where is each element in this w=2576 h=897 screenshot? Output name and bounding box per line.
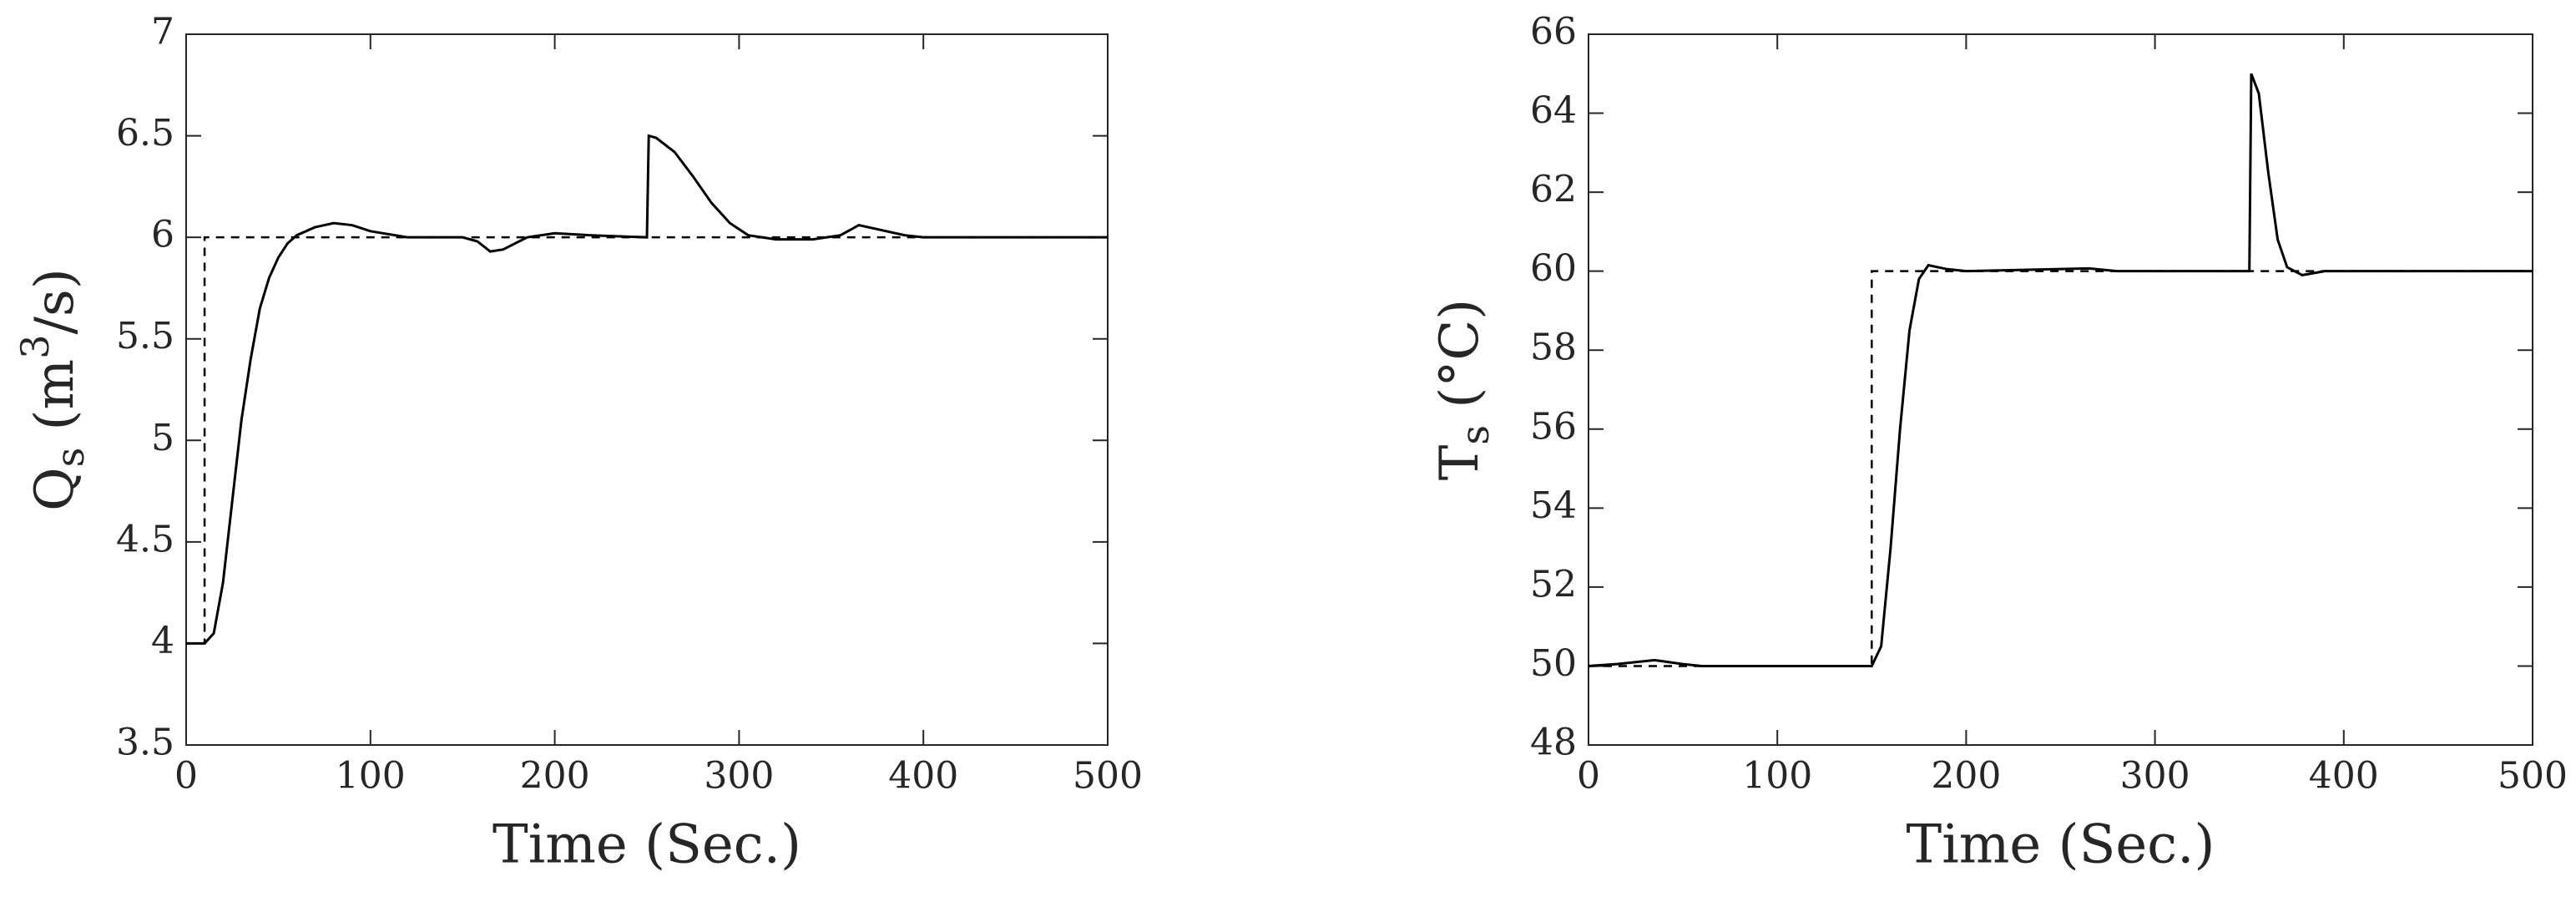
- y-tick-label: 5: [151, 417, 174, 459]
- y-axis-label-part: s: [48, 448, 93, 468]
- y-tick-label: 4: [151, 620, 174, 662]
- y-tick-label: 58: [1530, 327, 1577, 369]
- chart: 3.5 4 4.5 5 5.5 6 6.5 7 0 100 200 300 400 500 Time (Se…: [13, 11, 1143, 876]
- y-axis-label-part: T: [1429, 444, 1491, 480]
- x-tick-label: 300: [2120, 755, 2190, 798]
- plot-area: [185, 33, 1109, 746]
- x-axis-label: Time (Sec.): [1907, 814, 2215, 876]
- x-tick-label: 0: [1577, 755, 1600, 798]
- x-tick-label: 300: [704, 755, 774, 798]
- y-tick-label: 7: [151, 11, 174, 53]
- chart: 48 50 52 54 56 58 60 62 64 66 0 100 200 300 400 500 Time…: [1429, 11, 2568, 876]
- x-tick-label: 400: [2309, 755, 2379, 798]
- y-tick-label: 48: [1530, 722, 1577, 764]
- y-axis-label-part: Q: [24, 467, 86, 510]
- x-tick-label: 100: [336, 755, 406, 798]
- x-tick-label: 400: [888, 755, 958, 798]
- x-tick-label: 500: [1073, 755, 1143, 798]
- plot-area: [1588, 33, 2533, 746]
- x-tick-label: 200: [1931, 755, 2001, 798]
- y-tick-label: 3.5: [116, 722, 174, 764]
- y-axis-label-part: /s): [24, 268, 86, 334]
- y-tick-label: 52: [1530, 563, 1577, 606]
- y-axis-label-part: s: [1452, 425, 1498, 445]
- y-tick-label: 5.5: [116, 315, 174, 357]
- y-axis-label-part: 3: [13, 335, 58, 359]
- y-tick-label: 4.5: [116, 518, 174, 560]
- y-tick-label: 66: [1530, 11, 1577, 53]
- y-axis-label: Ts (°C): [1429, 299, 1498, 481]
- y-tick-label: 6.5: [116, 112, 174, 155]
- y-tick-label: 54: [1530, 484, 1577, 527]
- x-tick-label: 200: [520, 755, 590, 798]
- y-tick-label: 62: [1530, 169, 1577, 211]
- y-tick-label: 64: [1530, 89, 1577, 132]
- x-tick-label: 0: [174, 755, 198, 798]
- x-axis-label: Time (Sec.): [492, 814, 801, 876]
- y-tick-label: 60: [1530, 247, 1577, 290]
- y-axis-label: Qs (m3/s): [13, 268, 93, 511]
- x-tick-label: 500: [2498, 755, 2568, 798]
- y-tick-label: 50: [1530, 642, 1577, 685]
- setpoint-line: [186, 236, 1108, 645]
- y-axis-label-part: (°C): [1429, 299, 1491, 425]
- y-tick-label: 6: [151, 214, 174, 256]
- y-axis-label-part: (m: [24, 359, 86, 448]
- response-line: [186, 134, 1108, 645]
- setpoint-line: [1589, 270, 2533, 667]
- y-tick-label: 56: [1530, 405, 1577, 448]
- x-tick-label: 100: [1742, 755, 1812, 798]
